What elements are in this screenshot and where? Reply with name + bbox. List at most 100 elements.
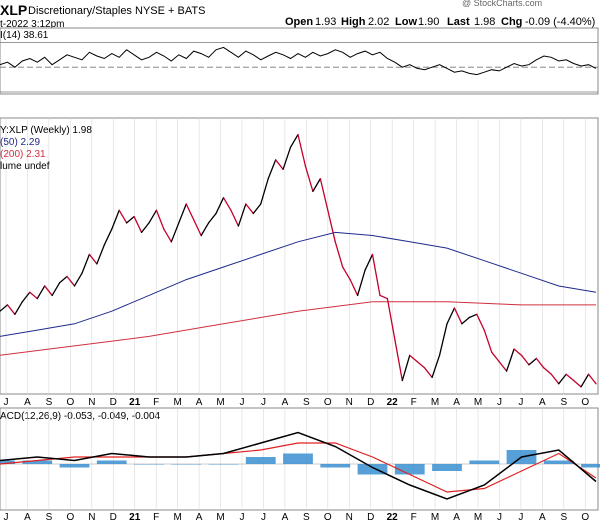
macd-x-tick-label: O — [581, 512, 589, 522]
price-x-tick-label: F — [153, 397, 159, 408]
macd-x-tick-label: A — [539, 512, 546, 522]
price-segment — [200, 222, 210, 237]
price-segment — [155, 209, 165, 230]
price-segment — [133, 215, 143, 234]
macd-x-tick-label: J — [240, 512, 245, 522]
price-segment — [319, 178, 329, 211]
price-segment — [550, 373, 560, 385]
price-x-tick-label: 22 — [387, 397, 399, 408]
price-x-tick-label: M — [431, 397, 439, 408]
price-x-tick-label: M — [216, 397, 224, 408]
price-segment — [215, 197, 225, 215]
macd-histogram-bar — [208, 464, 239, 465]
price-segment — [289, 133, 299, 148]
price-segment — [185, 203, 195, 221]
rsi-line — [0, 46, 597, 76]
price-segment — [51, 282, 61, 297]
price-segment — [342, 266, 351, 281]
macd-x-tick-label: F — [411, 512, 417, 522]
macd-line — [0, 431, 597, 500]
price-segment — [386, 297, 396, 341]
macd-histogram-bar — [96, 460, 127, 464]
price-segment — [535, 357, 545, 369]
price-segment — [580, 373, 590, 388]
price-x-tick-label: S — [560, 397, 567, 408]
symbol-description: Discretionary/Staples — [28, 5, 132, 17]
price-segment — [356, 269, 366, 297]
chg-label: Chg — [501, 16, 522, 28]
price-segment — [334, 241, 344, 268]
macd-histogram-bar — [469, 460, 500, 464]
macd-histogram-bar — [245, 457, 276, 464]
macd-x-tick-label: A — [453, 512, 460, 522]
price-x-tick-label: J — [4, 397, 9, 408]
ma50-line — [0, 231, 597, 337]
price-x-tick-label: O — [324, 397, 332, 408]
price-segment — [118, 209, 128, 224]
price-segment — [573, 379, 582, 388]
macd-histogram-bar — [22, 460, 53, 464]
macd-histogram-bar — [134, 464, 164, 465]
price-segment — [371, 253, 381, 297]
price-x-tick-label: D — [367, 397, 374, 408]
macd-histogram-bar — [0, 460, 15, 464]
price-segment — [237, 203, 247, 227]
last-value: 1.98 — [474, 16, 495, 28]
price-x-tick-label: M — [173, 397, 181, 408]
price-x-tick-label: A — [539, 397, 546, 408]
price-segment — [207, 212, 217, 224]
chart-header: XLP Discretionary/Staples NYSE + BATS t-… — [0, 0, 595, 30]
price-segment — [491, 351, 500, 363]
rsi-reference-lines — [0, 42, 598, 93]
price-segment — [29, 291, 38, 300]
price-segment — [431, 354, 441, 379]
price-segment — [446, 307, 456, 325]
macd-histogram-bar — [59, 464, 90, 468]
price-segment — [401, 354, 411, 382]
macd-histogram-bar — [394, 464, 425, 475]
price-segment — [267, 159, 277, 180]
macd-x-tick-label: M — [431, 512, 439, 522]
price-x-tick-label: J — [497, 397, 502, 408]
macd-x-tick-label: A — [282, 512, 289, 522]
datetime: t-2022 3:12pm — [0, 19, 65, 30]
macd-histogram-bar — [283, 453, 313, 464]
chg-value: -0.09 (-4.40%) — [525, 16, 595, 28]
price-legend-1: (50) 2.29 — [0, 137, 40, 148]
price-segment — [44, 285, 53, 297]
price-segment — [222, 197, 232, 211]
price-x-tick-label: J — [240, 397, 245, 408]
price-segment — [476, 313, 485, 331]
price-segment — [0, 304, 9, 312]
price-segment — [513, 348, 523, 356]
price-segment — [468, 313, 478, 319]
macd-x-tick-label: D — [110, 512, 117, 522]
price-x-tick-label: F — [411, 397, 417, 408]
price-segment — [96, 244, 105, 265]
macd-signal-line — [0, 442, 597, 493]
macd-x-tick-label: J — [4, 512, 9, 522]
macd-histogram-bar — [581, 464, 600, 468]
macd-x-tick-label: M — [474, 512, 482, 522]
open-value: 1.93 — [315, 16, 336, 28]
price-x-tick-label: 21 — [129, 397, 141, 408]
macd-histogram-bar — [357, 464, 388, 475]
symbol: XLP — [0, 2, 27, 18]
price-segment — [58, 275, 68, 284]
price-segment — [111, 209, 120, 230]
macd-x-tick-label: O — [66, 512, 74, 522]
price-segment — [6, 304, 16, 315]
price-legend-3: lume undef — [0, 161, 50, 172]
macd-x-tick-label: 22 — [387, 512, 399, 522]
high-value: 2.02 — [368, 16, 389, 28]
price-segment — [178, 203, 187, 224]
price-segment — [364, 253, 374, 271]
price-segment — [163, 228, 173, 243]
price-segment — [520, 354, 530, 366]
macd-x-tick-label: A — [196, 512, 203, 522]
price-segment — [565, 373, 575, 382]
price-segment — [349, 278, 359, 297]
macd-x-tick-label: M — [216, 512, 224, 522]
macd-x-tick-label: N — [346, 512, 353, 522]
